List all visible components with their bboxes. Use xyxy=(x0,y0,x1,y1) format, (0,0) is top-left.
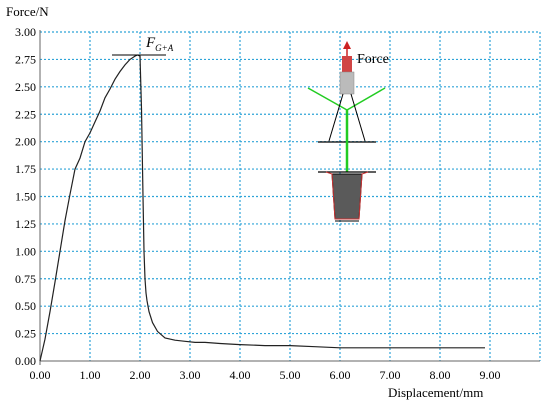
y-tick-label: 0.25 xyxy=(15,327,36,341)
container-outline xyxy=(325,171,369,220)
y-tick-label: 0.00 xyxy=(15,354,36,368)
y-tick-label: 1.00 xyxy=(15,244,36,258)
y-tick-label: 0.75 xyxy=(15,272,36,286)
y-axis-label: Force/N xyxy=(6,4,49,19)
beam-left xyxy=(307,87,348,111)
peak-annotation: FG+A xyxy=(145,35,174,53)
tick-labels: 0.00 0.25 0.50 0.75 1.00 1.25 1.50 1.75 2.00 2.25… xyxy=(15,25,501,382)
peak-annotation-subscript: G+A xyxy=(155,43,174,53)
x-tick-label: 3.00 xyxy=(180,368,201,382)
x-tick-label: 0.00 xyxy=(30,368,51,382)
peak-annotation-main: F xyxy=(145,35,156,51)
force-arrowhead xyxy=(343,41,351,49)
y-tick-label: 3.00 xyxy=(15,25,36,39)
series-line xyxy=(39,54,485,362)
y-tick-label: 2.75 xyxy=(15,52,36,66)
y-tick-label: 2.00 xyxy=(15,135,36,149)
load-cell xyxy=(342,56,352,72)
y-tick-label: 1.50 xyxy=(15,190,36,204)
x-tick-label: 7.00 xyxy=(380,368,401,382)
probe-leg-left xyxy=(328,93,344,142)
x-tick-label: 4.00 xyxy=(230,368,251,382)
grid xyxy=(40,31,541,361)
x-axis-label: Displacement/mm xyxy=(388,385,483,400)
axes xyxy=(39,30,540,365)
y-tick-label: 2.50 xyxy=(15,80,36,94)
x-tick-label: 2.00 xyxy=(130,368,151,382)
probe-leg-right xyxy=(350,93,366,142)
x-tick-label: 8.00 xyxy=(430,368,451,382)
y-tick-label: 1.75 xyxy=(15,162,36,176)
x-tick-label: 6.00 xyxy=(330,368,351,382)
y-tick-label: 2.25 xyxy=(15,107,36,121)
sample-block xyxy=(331,173,363,220)
inset-force-label: Force xyxy=(357,52,389,67)
x-tick-label: 1.00 xyxy=(80,368,101,382)
y-tick-label: 1.25 xyxy=(15,217,36,231)
x-tick-label: 5.00 xyxy=(280,368,301,382)
beam-right xyxy=(346,87,386,111)
grip xyxy=(339,71,355,95)
y-tick-label: 0.50 xyxy=(15,299,36,313)
x-tick-label: 9.00 xyxy=(480,368,501,382)
inset-schematic: Force xyxy=(307,41,389,222)
